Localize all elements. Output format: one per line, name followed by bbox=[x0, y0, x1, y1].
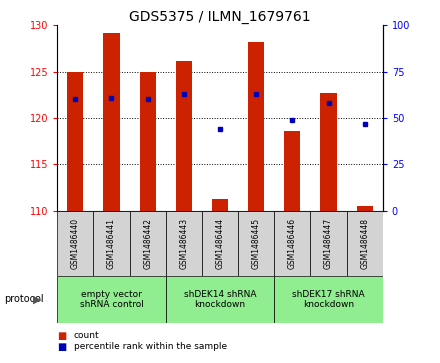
Text: GSM1486440: GSM1486440 bbox=[71, 218, 80, 269]
Text: count: count bbox=[74, 331, 99, 340]
Bar bbox=[311, 211, 347, 276]
Bar bbox=[57, 276, 166, 323]
Bar bbox=[212, 199, 228, 211]
Text: percentile rank within the sample: percentile rank within the sample bbox=[74, 342, 227, 351]
Text: GSM1486441: GSM1486441 bbox=[107, 218, 116, 269]
Title: GDS5375 / ILMN_1679761: GDS5375 / ILMN_1679761 bbox=[129, 11, 311, 24]
Bar bbox=[274, 276, 383, 323]
Bar bbox=[284, 131, 301, 211]
Text: empty vector
shRNA control: empty vector shRNA control bbox=[80, 290, 143, 309]
Text: protocol: protocol bbox=[4, 294, 44, 305]
Text: GSM1486442: GSM1486442 bbox=[143, 218, 152, 269]
Text: shDEK14 shRNA
knockdown: shDEK14 shRNA knockdown bbox=[184, 290, 256, 309]
Text: GSM1486443: GSM1486443 bbox=[180, 218, 188, 269]
Bar bbox=[347, 211, 383, 276]
Bar bbox=[139, 72, 156, 211]
Bar bbox=[129, 211, 166, 276]
Text: GSM1486447: GSM1486447 bbox=[324, 218, 333, 269]
Bar bbox=[238, 211, 274, 276]
Bar bbox=[320, 93, 337, 211]
Bar bbox=[274, 211, 311, 276]
Text: GSM1486448: GSM1486448 bbox=[360, 218, 369, 269]
Bar bbox=[356, 206, 373, 211]
Bar bbox=[67, 72, 84, 211]
Text: ■: ■ bbox=[57, 342, 66, 352]
Text: GSM1486444: GSM1486444 bbox=[216, 218, 224, 269]
Text: shDEK17 shRNA
knockdown: shDEK17 shRNA knockdown bbox=[292, 290, 365, 309]
Bar bbox=[248, 42, 264, 211]
Text: ■: ■ bbox=[57, 331, 66, 341]
Bar bbox=[103, 33, 120, 211]
Bar bbox=[57, 211, 93, 276]
Bar bbox=[166, 276, 274, 323]
Text: GSM1486445: GSM1486445 bbox=[252, 218, 260, 269]
Bar bbox=[93, 211, 129, 276]
Text: ▶: ▶ bbox=[33, 294, 42, 305]
Bar bbox=[166, 211, 202, 276]
Bar bbox=[202, 211, 238, 276]
Bar bbox=[176, 61, 192, 211]
Text: GSM1486446: GSM1486446 bbox=[288, 218, 297, 269]
